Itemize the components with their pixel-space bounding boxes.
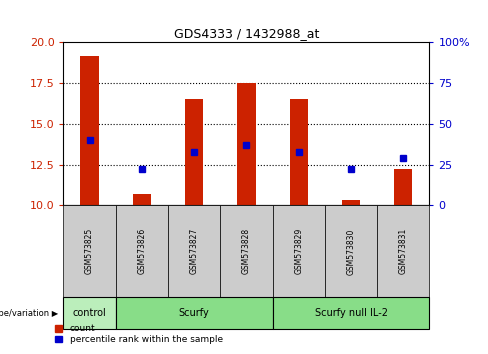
Bar [394,170,412,205]
Bar [63,297,116,329]
Text: GSM573826: GSM573826 [137,228,146,274]
Bar [377,205,429,297]
Bar [116,205,168,297]
Bar [325,205,377,297]
Text: Scurfy null IL-2: Scurfy null IL-2 [314,308,387,318]
Title: GDS4333 / 1432988_at: GDS4333 / 1432988_at [174,27,319,40]
Bar [81,56,99,205]
Bar [237,83,256,205]
Bar [220,205,273,297]
Bar [273,297,429,329]
Text: GSM573827: GSM573827 [190,228,199,274]
Text: GSM573825: GSM573825 [85,228,94,274]
Text: genotype/variation ▶: genotype/variation ▶ [0,309,59,318]
Text: GSM573828: GSM573828 [242,228,251,274]
Text: control: control [73,308,106,318]
Text: GSM573829: GSM573829 [294,228,303,274]
Bar [63,205,116,297]
Text: Scurfy: Scurfy [179,308,209,318]
Bar [133,194,151,205]
Bar [168,205,220,297]
Bar [342,200,360,205]
Bar [116,297,273,329]
Bar [289,99,308,205]
Bar [185,99,203,205]
Bar [273,205,325,297]
Legend: count, percentile rank within the sample: count, percentile rank within the sample [53,322,224,346]
Text: GSM573830: GSM573830 [346,228,356,275]
Text: GSM573831: GSM573831 [399,228,408,274]
